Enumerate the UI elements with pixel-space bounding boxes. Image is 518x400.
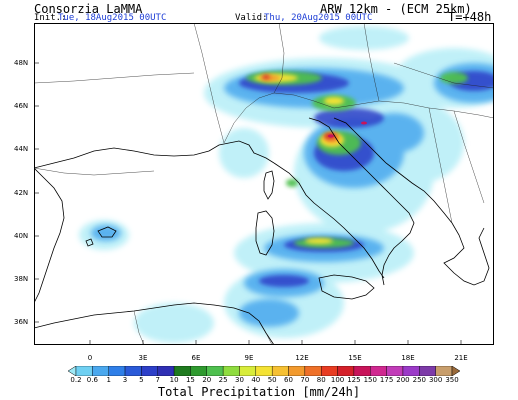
colorbar-label: 50 — [267, 376, 277, 384]
colorbar-swatch — [222, 366, 240, 376]
source-title: Consorzia LaMMA — [34, 2, 143, 16]
lon-label-15e: 15E — [348, 354, 362, 362]
model-title: ARW 12km - (ECM 25km) — [320, 2, 472, 16]
colorbar-label: 3 — [122, 376, 128, 384]
colorbar-swatch — [321, 366, 338, 376]
colorbar-swatch — [68, 366, 77, 376]
lon-label-18e: 18E — [401, 354, 415, 362]
colorbar-title: Total Precipitation [mm/24h] — [157, 385, 361, 399]
lon-label-21e: 21E — [454, 354, 468, 362]
colorbar-swatch — [451, 366, 460, 376]
colorbar-swatch — [271, 366, 289, 376]
colorbar-label: 70 — [300, 376, 310, 384]
colorbar-swatch — [402, 366, 420, 376]
colorbar-label: 250 — [412, 376, 426, 384]
colorbar-swatch — [157, 366, 175, 376]
valid-value: Thu, 20Aug2015 00UTC — [264, 13, 373, 23]
map-frame — [34, 23, 494, 345]
coastlines — [34, 117, 490, 345]
colorbar-label: 0.6 — [86, 376, 98, 384]
lat-label-46n: 46N — [14, 102, 29, 110]
colorbar-label: 100 — [330, 376, 345, 384]
lat-label-38n: 38N — [14, 275, 29, 283]
colorbar-swatch — [370, 366, 387, 376]
colorbar-swatch — [255, 366, 273, 376]
colorbar-swatch — [419, 366, 436, 376]
colorbar-swatch — [75, 366, 93, 376]
colorbar-swatch — [124, 366, 142, 376]
colorbar-swatch — [304, 366, 322, 376]
colorbar-label: 300 — [428, 376, 443, 384]
colorbar-label: 0.2 — [70, 376, 82, 384]
colorbar-label: 7 — [155, 376, 160, 384]
colorbar-swatch — [108, 366, 126, 376]
colorbar-swatch — [288, 366, 306, 376]
precipitation-field — [79, 26, 494, 343]
init-label: Init.: — [34, 13, 67, 23]
precipitation-map — [34, 23, 494, 345]
colorbar-swatch — [173, 366, 191, 376]
colorbar-label: 175 — [379, 376, 394, 384]
colorbar-swatch — [239, 366, 257, 376]
colorbar-label: 80 — [316, 376, 326, 384]
colorbar-swatch — [353, 366, 371, 376]
lat-label-36n: 36N — [14, 318, 29, 326]
colorbar-swatch — [92, 366, 109, 376]
colorbar-label: 200 — [396, 376, 410, 384]
lat-label-44n: 44N — [14, 145, 29, 153]
colorbar-swatch — [141, 366, 158, 376]
lon-label-6e: 6E — [191, 354, 201, 362]
lon-label-0: 0 — [87, 354, 93, 362]
colorbar-swatch — [190, 366, 207, 376]
colorbar-label: 5 — [139, 376, 144, 384]
colorbar-swatch — [206, 366, 224, 376]
lon-label-9e: 9E — [244, 354, 254, 362]
colorbar-label: 1 — [106, 376, 111, 384]
colorbar-label: 25 — [218, 376, 228, 384]
lat-label-40n: 40N — [14, 232, 29, 240]
colorbar-label: 125 — [347, 376, 361, 384]
init-value: Tue, 18Aug2015 00UTC — [58, 13, 167, 23]
colorbar-swatch — [337, 366, 355, 376]
colorbar-swatch — [435, 366, 453, 376]
colorbar-label: 20 — [202, 376, 212, 384]
lon-label-3e: 3E — [138, 354, 148, 362]
colorbar-label: 30 — [235, 376, 244, 384]
lat-label-42n: 42N — [14, 189, 29, 197]
lead-time: T=+48h — [448, 10, 492, 24]
lon-label-12e: 12E — [295, 354, 309, 362]
lat-label-48n: 48N — [14, 59, 29, 67]
colorbar-swatch — [386, 366, 404, 376]
colorbar-label: 10 — [169, 376, 179, 384]
colorbar-label: 350 — [445, 376, 459, 384]
colorbar-label: 60 — [284, 376, 293, 384]
colorbar — [68, 366, 460, 376]
colorbar-label: 15 — [185, 376, 195, 384]
colorbar-label: 150 — [363, 376, 377, 384]
borders — [34, 23, 494, 345]
colorbar-label: 40 — [251, 376, 261, 384]
valid-label: Valid: — [235, 13, 268, 23]
